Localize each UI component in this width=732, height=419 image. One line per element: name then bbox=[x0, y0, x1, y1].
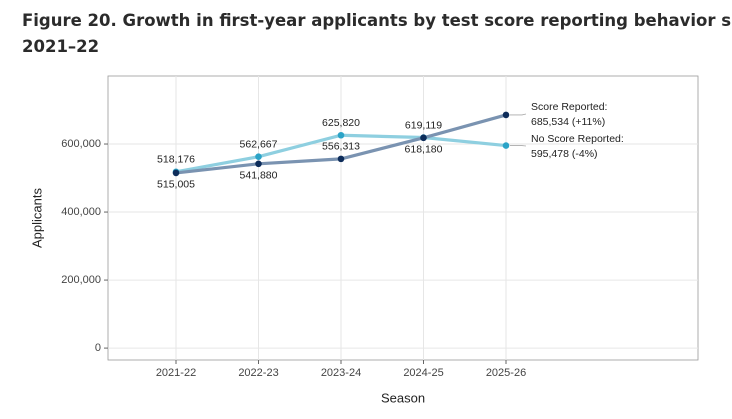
data-point bbox=[255, 153, 262, 160]
data-point bbox=[173, 170, 180, 177]
y-tick-label: 600,000 bbox=[61, 138, 101, 150]
data-label: 618,180 bbox=[405, 144, 443, 156]
data-label: 619,119 bbox=[405, 119, 442, 131]
data-point bbox=[503, 112, 510, 119]
data-label: 685,534 (+11%) bbox=[531, 116, 605, 128]
y-tick-label: 200,000 bbox=[61, 274, 101, 286]
data-point bbox=[338, 156, 345, 163]
y-axis-title: Applicants bbox=[29, 188, 44, 248]
y-tick-label: 0 bbox=[95, 342, 101, 354]
series-label: No Score Reported: bbox=[531, 133, 624, 145]
y-tick-label: 400,000 bbox=[61, 206, 101, 218]
plot-panel bbox=[108, 76, 698, 360]
x-tick-label: 2021-22 bbox=[156, 367, 196, 379]
x-tick-label: 2024-25 bbox=[403, 367, 443, 379]
data-label: 625,820 bbox=[322, 117, 360, 129]
chart-title: 2021–22 bbox=[22, 37, 99, 56]
data-label: 595,478 (-4%) bbox=[531, 148, 598, 160]
x-axis-title: Season bbox=[381, 390, 425, 405]
data-label: 518,176 bbox=[157, 154, 195, 166]
data-point bbox=[420, 135, 427, 142]
data-point bbox=[338, 132, 345, 139]
data-point bbox=[255, 160, 262, 167]
leader-line bbox=[510, 114, 526, 115]
x-tick-label: 2023-24 bbox=[321, 367, 361, 379]
data-label: 556,313 bbox=[322, 141, 360, 153]
data-label: 541,880 bbox=[240, 170, 278, 182]
x-tick-label: 2022-23 bbox=[238, 367, 278, 379]
data-label: 562,667 bbox=[240, 139, 278, 151]
x-tick-label: 2025-26 bbox=[486, 367, 526, 379]
data-label: 515,005 bbox=[157, 179, 195, 191]
chart-title: Figure 20. Growth in first-year applican… bbox=[22, 11, 732, 30]
data-point bbox=[503, 142, 510, 149]
series-label: Score Reported: bbox=[531, 101, 607, 113]
